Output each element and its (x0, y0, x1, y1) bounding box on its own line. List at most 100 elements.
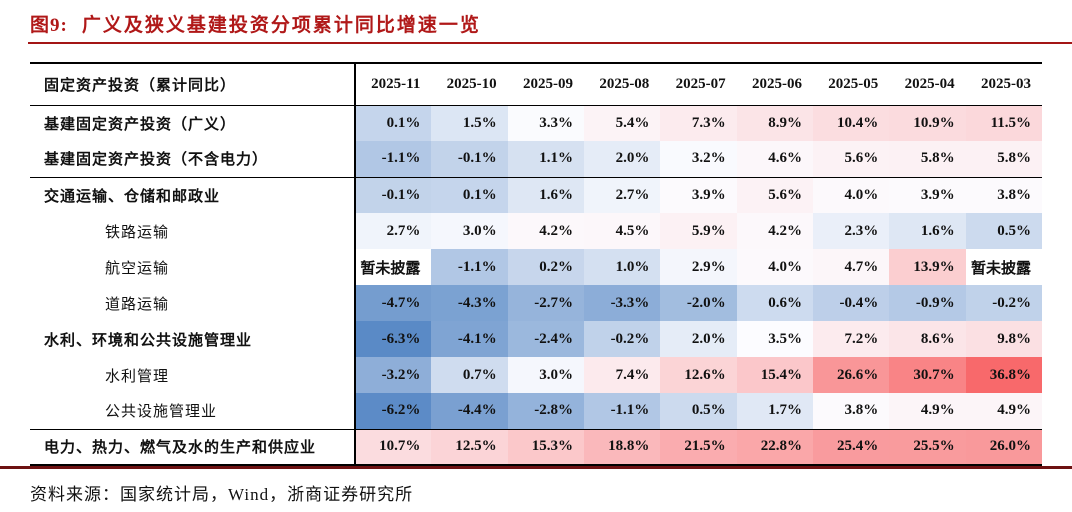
value-cell: -4.3% (431, 285, 508, 321)
value-cell: 25.5% (889, 429, 966, 465)
value-cell: -4.4% (431, 393, 508, 429)
corner-header: 固定资产投资（累计同比） (44, 77, 237, 94)
value-cell: 2.7% (583, 177, 661, 213)
table-row: 交通运输、仓储和邮政业 -0.1% 0.1% 1.6% 2.7% 3.9% 5.6% 4.0%… (30, 177, 1042, 213)
value-cell: 4.5% (583, 213, 661, 249)
source-note: 资料来源：国家统计局，Wind，浙商证券研究所 (30, 485, 414, 504)
investment-table: 固定资产投资（累计同比） 2025-11 2025-10 2025-09 2025-0… (30, 62, 1042, 466)
value-cell: 5.8% (889, 141, 966, 177)
value-cell: 15.3% (507, 429, 584, 465)
value-cell: 25.4% (812, 429, 890, 465)
value-cell: -0.2% (583, 321, 661, 357)
value-cell: 暂未披露 (353, 249, 432, 285)
value-cell: 21.5% (660, 429, 737, 465)
value-cell: 15.4% (736, 357, 813, 393)
value-cell: 4.2% (736, 213, 813, 249)
value-cell: -4.1% (431, 321, 508, 357)
value-cell: 暂未披露 (965, 249, 1042, 285)
value-cell: 12.5% (431, 429, 508, 465)
value-cell: 10.4% (812, 105, 890, 141)
footer-divider (0, 466, 1072, 469)
value-cell: 3.9% (889, 177, 966, 213)
value-cell: 0.5% (965, 213, 1042, 249)
value-cell: -4.7% (353, 285, 432, 321)
figure-number-label: 图9: (30, 15, 68, 36)
value-cell: 3.0% (431, 213, 508, 249)
value-cell: 12.6% (660, 357, 737, 393)
row-label: 电力、热力、燃气及水的生产和供应业 (44, 440, 317, 457)
row-label: 公共设施管理业 (105, 404, 218, 421)
value-cell: 18.8% (583, 429, 661, 465)
table-row: 道路运输 -4.7% -4.3% -2.7% -3.3% -2.0% 0.6% -0.4% -0… (30, 285, 1042, 321)
value-cell: 0.1% (353, 105, 432, 141)
value-cell: 4.7% (812, 249, 890, 285)
value-cell: 5.6% (812, 141, 890, 177)
column-header-month: 2025-05 (828, 75, 879, 92)
value-cell: 4.9% (889, 393, 966, 429)
row-label: 水利、环境和公共设施管理业 (44, 332, 253, 349)
value-cell: 0.1% (431, 177, 508, 213)
value-cell: 1.7% (736, 393, 813, 429)
value-cell: 2.0% (660, 321, 737, 357)
table-row: 水利管理 -3.2% 0.7% 3.0% 7.4% 12.6% 15.4% 26.6% 30.7… (30, 357, 1042, 393)
table-row: 基建固定资产投资（广义） 0.1% 1.5% 3.3% 5.4% 7.3% 8.9% 10.4… (30, 105, 1042, 141)
value-cell: 0.6% (736, 285, 813, 321)
row-label: 道路运输 (105, 296, 170, 313)
table-row: 水利、环境和公共设施管理业 -6.3% -4.1% -2.4% -0.2% 2.0% 3.5… (30, 321, 1042, 357)
value-cell: -3.2% (353, 357, 432, 393)
table-row: 公共设施管理业 -6.2% -4.4% -2.8% -1.1% 0.5% 1.7% 3.8% 4… (30, 393, 1042, 429)
value-cell: -6.2% (353, 393, 432, 429)
figure-title-text: 广义及狭义基建投资分项累计同比增速一览 (81, 15, 481, 36)
value-cell: 0.2% (507, 249, 584, 285)
row-label: 基建固定资产投资（不含电力） (44, 152, 269, 169)
value-cell: 1.5% (431, 105, 508, 141)
row-label: 基建固定资产投资（广义） (44, 116, 237, 133)
table-row: 电力、热力、燃气及水的生产和供应业 10.7% 12.5% 15.3% 18.8% 21.… (30, 429, 1042, 465)
value-cell: 4.6% (736, 141, 813, 177)
column-header-month: 2025-08 (599, 75, 650, 92)
value-cell: 9.8% (965, 321, 1042, 357)
column-header-month: 2025-03 (981, 75, 1031, 92)
value-cell: 1.6% (889, 213, 966, 249)
value-cell: 1.0% (583, 249, 661, 285)
value-cell: -0.2% (965, 285, 1042, 321)
value-cell: -1.1% (431, 249, 508, 285)
value-cell: 5.6% (736, 177, 813, 213)
table-container: 固定资产投资（累计同比） 2025-11 2025-10 2025-09 2025-0… (30, 62, 1042, 466)
value-cell: -2.4% (507, 321, 584, 357)
value-cell: 5.4% (583, 105, 661, 141)
table-row: 航空运输 暂未披露 -1.1% 0.2% 1.0% 2.9% 4.0% 4.7% 13.9% 暂未… (30, 249, 1042, 285)
value-cell: 10.9% (889, 105, 966, 141)
value-cell: 3.5% (736, 321, 813, 357)
value-cell: 2.7% (353, 213, 432, 249)
table-row: 基建固定资产投资（不含电力） -1.1% -0.1% 1.1% 2.0% 3.2% 4.6%… (30, 141, 1042, 177)
value-cell: 4.0% (736, 249, 813, 285)
table-header-row: 固定资产投资（累计同比） 2025-11 2025-10 2025-09 2025-0… (30, 63, 1042, 105)
value-cell: 4.2% (507, 213, 584, 249)
value-cell: 8.9% (736, 105, 813, 141)
value-cell: -2.8% (507, 393, 584, 429)
value-cell: 3.0% (507, 357, 584, 393)
value-cell: -1.1% (583, 393, 661, 429)
column-header-month: 2025-04 (904, 75, 955, 92)
row-label: 航空运输 (105, 260, 170, 277)
value-cell: 13.9% (889, 249, 966, 285)
value-cell: 7.4% (583, 357, 661, 393)
value-cell: 3.8% (965, 177, 1042, 213)
value-cell: 0.7% (431, 357, 508, 393)
value-cell: -0.1% (353, 177, 432, 213)
value-cell: -6.3% (353, 321, 432, 357)
value-cell: 1.1% (507, 141, 584, 177)
value-cell: 0.5% (660, 393, 737, 429)
value-cell: 7.3% (660, 105, 737, 141)
value-cell: 26.6% (812, 357, 890, 393)
value-cell: -2.7% (507, 285, 584, 321)
value-cell: 26.0% (965, 429, 1042, 465)
row-label: 铁路运输 (105, 224, 170, 241)
value-cell: 5.8% (965, 141, 1042, 177)
row-label: 交通运输、仓储和邮政业 (44, 188, 221, 205)
value-cell: 22.8% (736, 429, 813, 465)
figure-title: 图9: 广义及狭义基建投资分项累计同比增速一览 (30, 10, 481, 37)
value-cell: 2.9% (660, 249, 737, 285)
value-cell: 1.6% (507, 177, 584, 213)
